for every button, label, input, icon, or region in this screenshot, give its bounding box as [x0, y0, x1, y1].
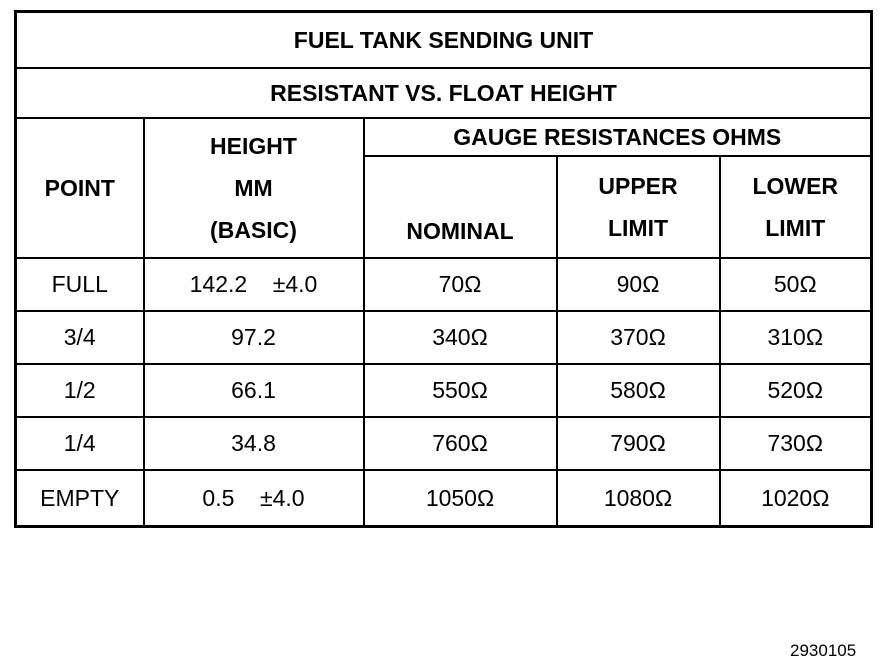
cell-nominal: 760Ω [362, 416, 558, 471]
header-height-line3: (BASIC) [210, 217, 297, 243]
header-gauge-resistances: GAUGE RESISTANCES OHMS [362, 117, 873, 157]
table-row: 1/2 66.1 550Ω 580Ω 520Ω [14, 363, 873, 418]
cell-point: EMPTY [14, 469, 145, 528]
fuel-tank-sending-unit-table: FUEL TANK SENDING UNIT RESISTANT VS. FLO… [14, 10, 873, 528]
header-lower-line2: LIMIT [765, 215, 826, 241]
cell-upper: 580Ω [555, 363, 721, 418]
header-nominal: NOMINAL [362, 155, 558, 259]
cell-upper: 1080Ω [555, 469, 721, 528]
cell-nominal: 340Ω [362, 310, 558, 365]
header-lower-limit: LOWER LIMIT [718, 155, 873, 259]
table-row: FULL 142.2 ±4.0 70Ω 90Ω 50Ω [14, 257, 873, 312]
header-upper-line2: LIMIT [607, 215, 669, 241]
table-row: EMPTY 0.5 ±4.0 1050Ω 1080Ω 1020Ω [14, 469, 873, 528]
cell-nominal: 70Ω [362, 257, 558, 312]
table-subtitle: RESISTANT VS. FLOAT HEIGHT [14, 67, 873, 119]
cell-height: 34.8 [142, 416, 365, 471]
table-row: 3/4 97.2 340Ω 370Ω 310Ω [14, 310, 873, 365]
cell-nominal: 550Ω [362, 363, 558, 418]
cell-lower: 310Ω [718, 310, 873, 365]
cell-height: 66.1 [142, 363, 365, 418]
cell-lower: 730Ω [718, 416, 873, 471]
cell-point: FULL [14, 257, 145, 312]
header-upper-line1: UPPER [598, 173, 678, 199]
header-point: POINT [14, 117, 145, 259]
figure-number: 2930105 [790, 641, 857, 660]
cell-upper: 90Ω [555, 257, 721, 312]
cell-point: 3/4 [14, 310, 145, 365]
cell-height: 0.5 ±4.0 [142, 469, 365, 528]
header-height: HEIGHT MM (BASIC) [142, 117, 365, 259]
header-lower-line1: LOWER [752, 173, 839, 199]
cell-upper: 370Ω [555, 310, 721, 365]
table-title: FUEL TANK SENDING UNIT [14, 10, 873, 69]
cell-height: 97.2 [142, 310, 365, 365]
cell-point: 1/4 [14, 416, 145, 471]
cell-upper: 790Ω [555, 416, 721, 471]
cell-nominal: 1050Ω [362, 469, 558, 528]
cell-lower: 1020Ω [718, 469, 873, 528]
cell-point: 1/2 [14, 363, 145, 418]
cell-height: 142.2 ±4.0 [142, 257, 365, 312]
header-height-line1: HEIGHT [210, 133, 297, 159]
cell-lower: 520Ω [718, 363, 873, 418]
header-upper-limit: UPPER LIMIT [555, 155, 721, 259]
table-row: 1/4 34.8 760Ω 790Ω 730Ω [14, 416, 873, 471]
cell-lower: 50Ω [718, 257, 873, 312]
header-height-line2: MM [234, 175, 273, 201]
